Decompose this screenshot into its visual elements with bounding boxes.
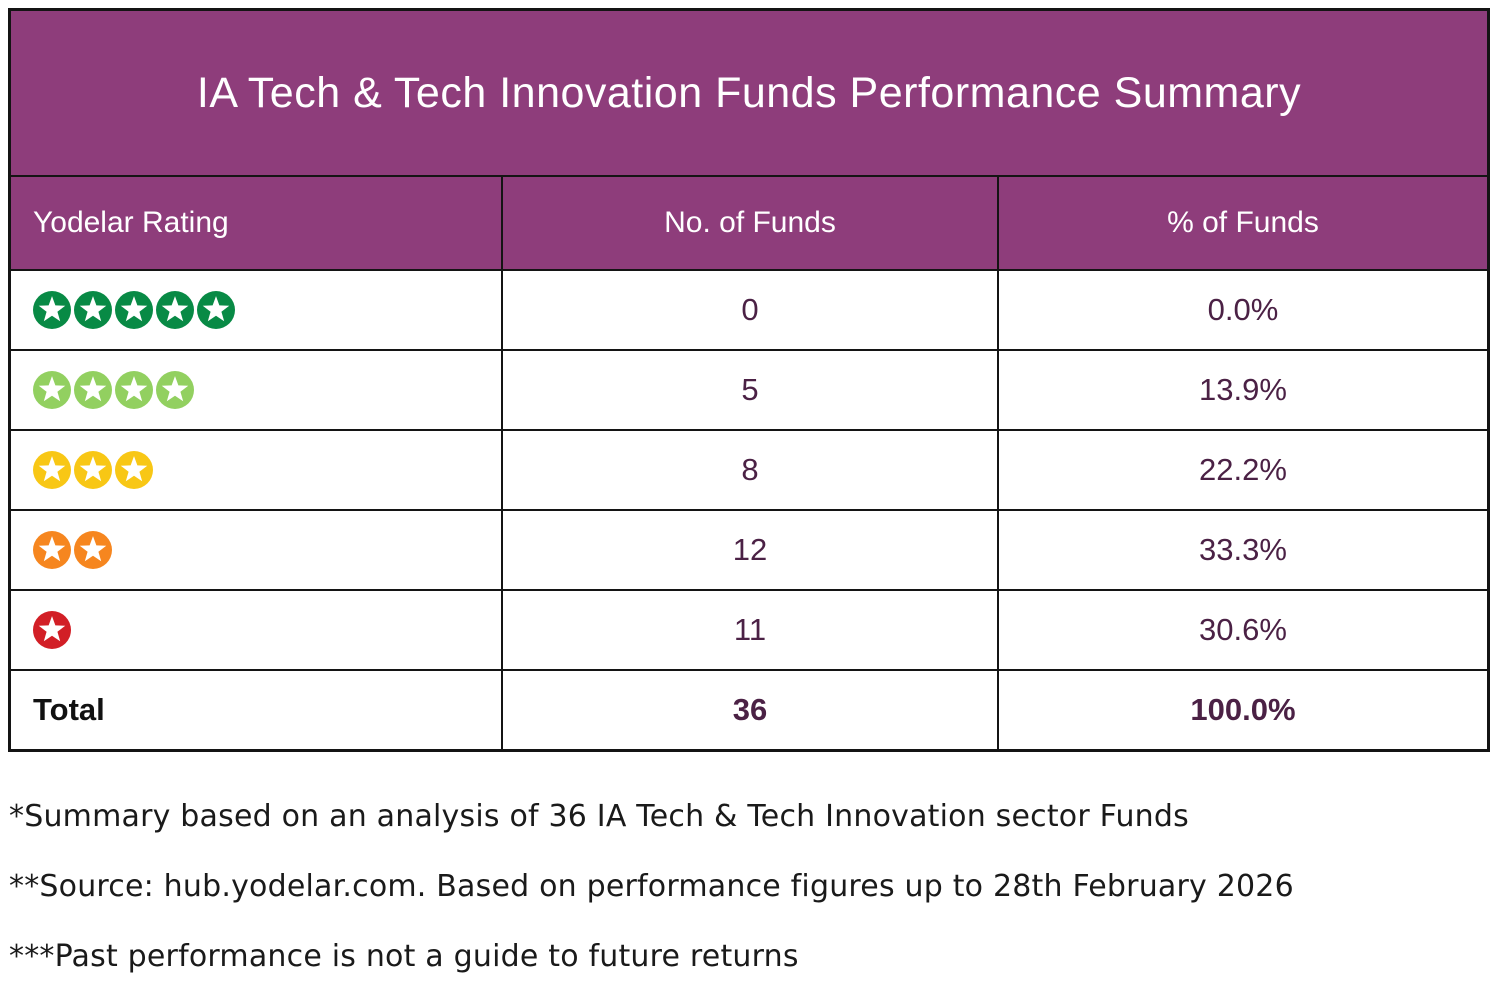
star-icon xyxy=(115,451,153,489)
table-row: 12 33.3% xyxy=(11,509,1487,589)
pct-of-funds-cell: 13.9% xyxy=(996,351,1487,429)
table-title-banner: IA Tech & Tech Innovation Funds Performa… xyxy=(11,11,1487,175)
total-no-of-funds-cell: 36 xyxy=(501,671,997,749)
star-icon xyxy=(197,291,235,329)
star-icon xyxy=(74,291,112,329)
column-header-pct-of-funds: % of Funds xyxy=(996,177,1487,269)
no-of-funds-cell: 8 xyxy=(501,431,997,509)
table-header-row: Yodelar Rating No. of Funds % of Funds xyxy=(11,175,1487,269)
footnote-disclaimer: ***Past performance is not a guide to fu… xyxy=(9,939,799,974)
table-body: 0 0.0% 5 13.9% 8 22.2% 12 33.3% 11 30.6% Total 36 10… xyxy=(11,269,1487,749)
total-pct-of-funds-cell: 100.0% xyxy=(996,671,1487,749)
table-row: 8 22.2% xyxy=(11,429,1487,509)
rating-cell xyxy=(11,351,501,429)
table-row: 0 0.0% xyxy=(11,269,1487,349)
table-row: 5 13.9% xyxy=(11,349,1487,429)
footnote-source: **Source: hub.yodelar.com. Based on perf… xyxy=(9,869,1294,904)
star-icon xyxy=(156,371,194,409)
pct-of-funds-cell: 30.6% xyxy=(996,591,1487,669)
star-icon xyxy=(115,291,153,329)
total-label: Total xyxy=(33,692,105,727)
pct-of-funds-cell: 0.0% xyxy=(996,271,1487,349)
rating-cell xyxy=(11,271,501,349)
footnote-summary-basis: *Summary based on an analysis of 36 IA T… xyxy=(9,799,1189,834)
star-icon xyxy=(33,451,71,489)
star-icon xyxy=(74,531,112,569)
pct-of-funds-cell: 33.3% xyxy=(996,511,1487,589)
summary-table: IA Tech & Tech Innovation Funds Performa… xyxy=(8,8,1490,752)
rating-cell xyxy=(11,591,501,669)
no-of-funds-cell: 11 xyxy=(501,591,997,669)
star-icon xyxy=(115,371,153,409)
star-icon xyxy=(156,291,194,329)
star-icon xyxy=(74,371,112,409)
no-of-funds-cell: 0 xyxy=(501,271,997,349)
no-of-funds-cell: 5 xyxy=(501,351,997,429)
table-title: IA Tech & Tech Innovation Funds Performa… xyxy=(196,68,1302,117)
column-header-no-of-funds: No. of Funds xyxy=(501,177,997,269)
table-total-row: Total 36 100.0% xyxy=(11,669,1487,749)
table-row: 11 30.6% xyxy=(11,589,1487,669)
footnotes: *Summary based on an analysis of 36 IA T… xyxy=(9,796,1489,992)
rating-cell xyxy=(11,431,501,509)
star-icon xyxy=(74,451,112,489)
star-icon xyxy=(33,611,71,649)
no-of-funds-cell: 12 xyxy=(501,511,997,589)
total-label-cell: Total xyxy=(11,671,501,749)
star-icon xyxy=(33,531,71,569)
column-header-yodelar-rating: Yodelar Rating xyxy=(33,206,229,239)
pct-of-funds-cell: 22.2% xyxy=(996,431,1487,509)
rating-cell xyxy=(11,511,501,589)
star-icon xyxy=(33,291,71,329)
star-icon xyxy=(33,371,71,409)
